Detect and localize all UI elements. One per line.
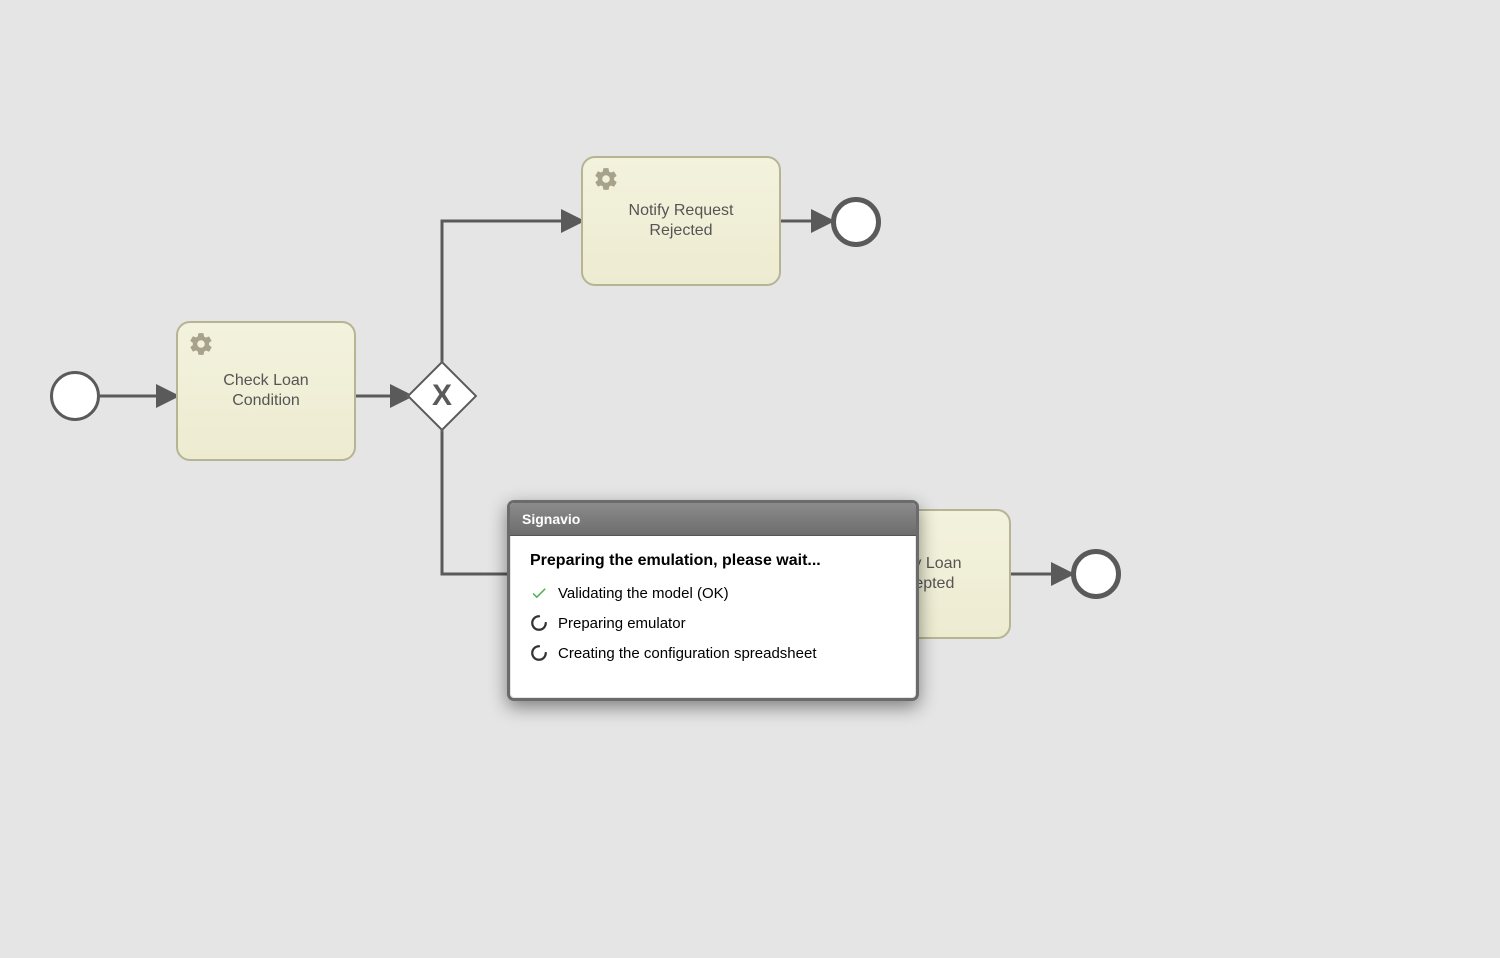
- dialog-item-text: Creating the configuration spreadsheet: [558, 645, 817, 662]
- gear-icon: [188, 331, 214, 363]
- start-event[interactable]: [50, 371, 100, 421]
- dialog-item-text: Validating the model (OK): [558, 585, 729, 602]
- bpmn-canvas[interactable]: Check LoanCondition X Notify RequestReje…: [0, 0, 1500, 958]
- check-icon: [530, 584, 548, 602]
- end-event-accepted[interactable]: [1071, 549, 1121, 599]
- spinner-icon: [530, 614, 548, 632]
- exclusive-gateway[interactable]: X: [407, 361, 478, 432]
- dialog-progress-item: Creating the configuration spreadsheet: [530, 644, 896, 662]
- gateway-x-icon: X: [419, 373, 465, 419]
- spinner-icon: [530, 644, 548, 662]
- dialog-body: Preparing the emulation, please wait... …: [510, 536, 916, 698]
- task-label: Notify RequestRejected: [629, 201, 734, 241]
- dialog-heading: Preparing the emulation, please wait...: [530, 552, 896, 570]
- progress-dialog: Signavio Preparing the emulation, please…: [507, 500, 919, 701]
- task-label: Check LoanCondition: [223, 371, 308, 411]
- dialog-item-text: Preparing emulator: [558, 615, 686, 632]
- dialog-progress-item: Preparing emulator: [530, 614, 896, 632]
- task-notify-rejected[interactable]: Notify RequestRejected: [581, 156, 781, 286]
- gear-icon: [593, 166, 619, 198]
- dialog-title: Signavio: [510, 503, 916, 536]
- task-check-loan[interactable]: Check LoanCondition: [176, 321, 356, 461]
- edges-layer: [0, 0, 1500, 958]
- dialog-progress-item: Validating the model (OK): [530, 584, 896, 602]
- end-event-rejected[interactable]: [831, 197, 881, 247]
